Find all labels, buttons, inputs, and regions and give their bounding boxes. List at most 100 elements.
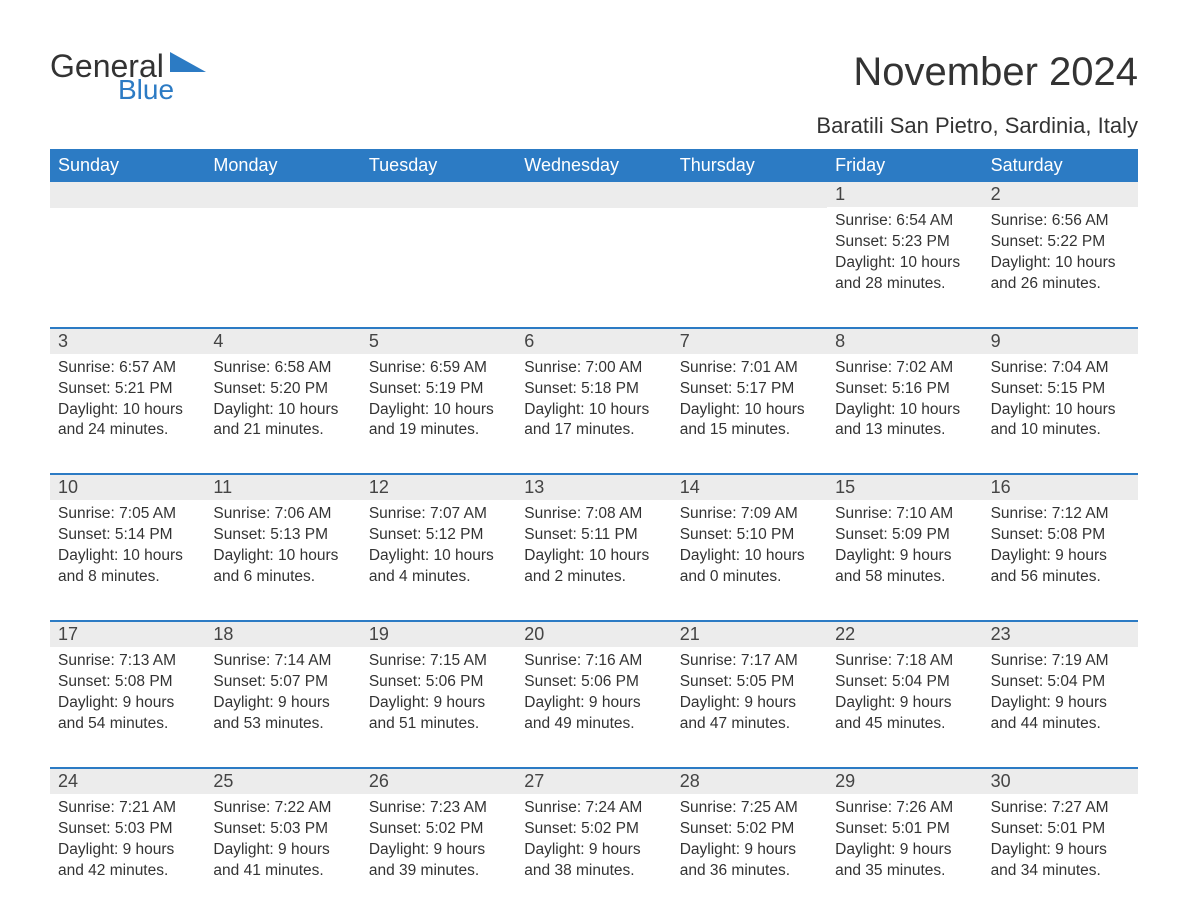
daylight-line1: Daylight: 9 hours [991,840,1130,861]
day-body: Sunrise: 7:01 AMSunset: 5:17 PMDaylight:… [672,354,827,442]
sunset-text: Sunset: 5:21 PM [58,379,197,400]
daylight-line2: and 51 minutes. [369,714,508,735]
day-number: 12 [361,475,516,500]
dow-cell: Thursday [672,149,827,182]
sunrise-text: Sunrise: 7:01 AM [680,358,819,379]
day-cell: 19Sunrise: 7:15 AMSunset: 5:06 PMDayligh… [361,622,516,749]
daylight-line2: and 13 minutes. [835,420,974,441]
dow-cell: Sunday [50,149,205,182]
day-cell [205,182,360,309]
daylight-line2: and 53 minutes. [213,714,352,735]
daylight-line2: and 42 minutes. [58,861,197,882]
daylight-line1: Daylight: 10 hours [213,546,352,567]
day-body: Sunrise: 7:27 AMSunset: 5:01 PMDaylight:… [983,794,1138,882]
daylight-line2: and 15 minutes. [680,420,819,441]
daylight-line1: Daylight: 9 hours [835,546,974,567]
sunset-text: Sunset: 5:02 PM [524,819,663,840]
sunrise-text: Sunrise: 7:00 AM [524,358,663,379]
flag-icon [170,52,206,72]
day-body: Sunrise: 7:06 AMSunset: 5:13 PMDaylight:… [205,500,360,588]
daylight-line1: Daylight: 10 hours [835,253,974,274]
day-cell: 28Sunrise: 7:25 AMSunset: 5:02 PMDayligh… [672,769,827,896]
logo-word2: Blue [118,76,206,104]
dow-cell: Friday [827,149,982,182]
day-cell: 14Sunrise: 7:09 AMSunset: 5:10 PMDayligh… [672,475,827,602]
daylight-line2: and 21 minutes. [213,420,352,441]
sunrise-text: Sunrise: 7:17 AM [680,651,819,672]
daylight-line1: Daylight: 10 hours [680,400,819,421]
daylight-line2: and 19 minutes. [369,420,508,441]
day-cell: 5Sunrise: 6:59 AMSunset: 5:19 PMDaylight… [361,329,516,456]
day-cell: 13Sunrise: 7:08 AMSunset: 5:11 PMDayligh… [516,475,671,602]
day-cell: 20Sunrise: 7:16 AMSunset: 5:06 PMDayligh… [516,622,671,749]
day-number: 28 [672,769,827,794]
daylight-line1: Daylight: 9 hours [991,693,1130,714]
sunrise-text: Sunrise: 6:54 AM [835,211,974,232]
sunrise-text: Sunrise: 7:26 AM [835,798,974,819]
sunset-text: Sunset: 5:19 PM [369,379,508,400]
daylight-line2: and 39 minutes. [369,861,508,882]
day-cell: 30Sunrise: 7:27 AMSunset: 5:01 PMDayligh… [983,769,1138,896]
daylight-line1: Daylight: 9 hours [369,693,508,714]
sunset-text: Sunset: 5:01 PM [991,819,1130,840]
day-cell: 24Sunrise: 7:21 AMSunset: 5:03 PMDayligh… [50,769,205,896]
sunrise-text: Sunrise: 7:25 AM [680,798,819,819]
day-body: Sunrise: 7:15 AMSunset: 5:06 PMDaylight:… [361,647,516,735]
sunset-text: Sunset: 5:15 PM [991,379,1130,400]
day-number: 24 [50,769,205,794]
sunset-text: Sunset: 5:12 PM [369,525,508,546]
daylight-line1: Daylight: 9 hours [835,693,974,714]
day-number [205,182,360,208]
daylight-line2: and 28 minutes. [835,274,974,295]
daylight-line2: and 54 minutes. [58,714,197,735]
sunset-text: Sunset: 5:09 PM [835,525,974,546]
day-body: Sunrise: 7:26 AMSunset: 5:01 PMDaylight:… [827,794,982,882]
day-number: 15 [827,475,982,500]
day-number: 10 [50,475,205,500]
sunset-text: Sunset: 5:14 PM [58,525,197,546]
day-body: Sunrise: 6:59 AMSunset: 5:19 PMDaylight:… [361,354,516,442]
day-cell: 18Sunrise: 7:14 AMSunset: 5:07 PMDayligh… [205,622,360,749]
sunrise-text: Sunrise: 7:10 AM [835,504,974,525]
day-number: 4 [205,329,360,354]
daylight-line2: and 47 minutes. [680,714,819,735]
day-cell: 27Sunrise: 7:24 AMSunset: 5:02 PMDayligh… [516,769,671,896]
day-body: Sunrise: 7:08 AMSunset: 5:11 PMDaylight:… [516,500,671,588]
day-cell: 3Sunrise: 6:57 AMSunset: 5:21 PMDaylight… [50,329,205,456]
daylight-line1: Daylight: 10 hours [58,546,197,567]
sunset-text: Sunset: 5:01 PM [835,819,974,840]
day-number: 22 [827,622,982,647]
day-number: 29 [827,769,982,794]
sunrise-text: Sunrise: 7:23 AM [369,798,508,819]
daylight-line1: Daylight: 9 hours [991,546,1130,567]
sunset-text: Sunset: 5:04 PM [991,672,1130,693]
day-cell: 4Sunrise: 6:58 AMSunset: 5:20 PMDaylight… [205,329,360,456]
sunset-text: Sunset: 5:17 PM [680,379,819,400]
day-body: Sunrise: 7:05 AMSunset: 5:14 PMDaylight:… [50,500,205,588]
week-row: 17Sunrise: 7:13 AMSunset: 5:08 PMDayligh… [50,620,1138,749]
daylight-line1: Daylight: 9 hours [58,840,197,861]
daylight-line2: and 45 minutes. [835,714,974,735]
sunrise-text: Sunrise: 7:06 AM [213,504,352,525]
week-row: 3Sunrise: 6:57 AMSunset: 5:21 PMDaylight… [50,327,1138,456]
daylight-line2: and 38 minutes. [524,861,663,882]
daylight-line2: and 44 minutes. [991,714,1130,735]
day-number: 13 [516,475,671,500]
daylight-line1: Daylight: 9 hours [524,840,663,861]
title-block: November 2024 Baratili San Pietro, Sardi… [816,50,1138,139]
day-number: 9 [983,329,1138,354]
day-body: Sunrise: 7:02 AMSunset: 5:16 PMDaylight:… [827,354,982,442]
daylight-line2: and 26 minutes. [991,274,1130,295]
day-cell: 9Sunrise: 7:04 AMSunset: 5:15 PMDaylight… [983,329,1138,456]
day-cell: 12Sunrise: 7:07 AMSunset: 5:12 PMDayligh… [361,475,516,602]
day-cell: 15 Sunrise: 7:10 AMSunset: 5:09 PMDayligh… [827,475,982,602]
daylight-line2: and 4 minutes. [369,567,508,588]
day-number: 14 [672,475,827,500]
day-number: 6 [516,329,671,354]
day-body: Sunrise: 7:22 AMSunset: 5:03 PMDaylight:… [205,794,360,882]
daylight-line2: and 8 minutes. [58,567,197,588]
day-number: 2 [983,182,1138,207]
sunset-text: Sunset: 5:10 PM [680,525,819,546]
sunset-text: Sunset: 5:20 PM [213,379,352,400]
sunrise-text: Sunrise: 6:58 AM [213,358,352,379]
